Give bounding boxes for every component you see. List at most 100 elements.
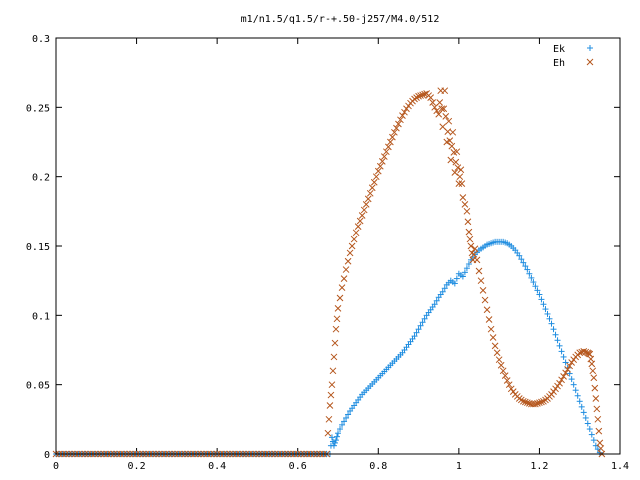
eh-point xyxy=(376,162,384,170)
y-tick-label: 0.3 xyxy=(32,34,50,45)
ek-point xyxy=(538,296,545,303)
eh-point xyxy=(595,427,603,435)
eh-point xyxy=(596,439,604,447)
eh-point xyxy=(449,128,457,136)
ek-point xyxy=(556,342,563,349)
ek-point xyxy=(576,398,583,405)
eh-point xyxy=(483,306,491,314)
eh-point xyxy=(564,366,571,373)
ek-point xyxy=(441,285,448,292)
y-tick-label: 0 xyxy=(44,450,50,461)
ek-point xyxy=(330,442,337,449)
ek-point xyxy=(534,287,541,294)
ek-point xyxy=(419,319,426,326)
eh-point xyxy=(397,116,404,124)
eh-point xyxy=(435,110,443,118)
eh-point xyxy=(448,142,456,150)
plot-area-border xyxy=(55,37,621,455)
ek-point xyxy=(542,306,549,313)
eh-point xyxy=(385,143,392,151)
eh-point xyxy=(334,305,342,312)
ek-point xyxy=(572,387,579,394)
legend-label-ek: Ek xyxy=(553,44,565,55)
eh-point xyxy=(324,429,332,437)
ek-point xyxy=(528,274,535,281)
x-tick-label: 0.6 xyxy=(289,461,307,472)
eh-point xyxy=(342,266,350,273)
legend-marker-ek-glyph xyxy=(587,45,593,51)
eh-point xyxy=(445,117,453,125)
legend-marker-ek xyxy=(587,45,593,51)
ek-point xyxy=(526,270,533,277)
ek-point xyxy=(337,426,344,433)
ek-point xyxy=(558,348,565,355)
eh-point xyxy=(503,377,511,384)
ek-point xyxy=(568,376,575,383)
eh-point xyxy=(336,294,344,302)
eh-point xyxy=(415,92,422,100)
ek-point xyxy=(532,283,539,290)
eh-point xyxy=(475,267,483,275)
eh-point xyxy=(495,356,503,364)
eh-point xyxy=(570,356,578,364)
ek-point xyxy=(343,414,350,421)
x-tick-label: 0.2 xyxy=(128,461,146,472)
eh-point xyxy=(348,242,356,250)
x-tick-label: 0.4 xyxy=(208,461,226,472)
ek-point xyxy=(590,437,597,444)
ek-point xyxy=(433,297,440,304)
eh-point xyxy=(454,164,462,172)
eh-point xyxy=(457,166,465,174)
eh-point xyxy=(405,102,412,110)
ek-point xyxy=(439,288,446,295)
x-tick-label: 1.4 xyxy=(611,461,629,472)
eh-point xyxy=(485,316,493,323)
eh-point xyxy=(328,381,336,389)
eh-point xyxy=(332,325,340,333)
eh-point xyxy=(507,385,515,393)
eh-point xyxy=(374,167,382,175)
eh-point xyxy=(463,207,471,215)
ek-point xyxy=(546,315,553,322)
eh-point xyxy=(330,353,338,361)
ek-point xyxy=(333,433,340,440)
eh-point xyxy=(419,91,426,99)
eh-point xyxy=(452,158,460,166)
x-tick-label: 1 xyxy=(456,461,462,472)
ek-point xyxy=(413,329,420,336)
eh-point xyxy=(576,349,584,357)
eh-point xyxy=(340,275,348,282)
eh-point xyxy=(459,194,467,201)
eh-point xyxy=(362,201,370,208)
eh-point xyxy=(558,376,565,384)
eh-point xyxy=(592,395,600,402)
ek-point xyxy=(578,403,585,410)
eh-point xyxy=(451,169,459,176)
ek-point xyxy=(554,337,561,344)
eh-point xyxy=(327,391,335,399)
y-tick-label: 0.05 xyxy=(26,381,50,392)
eh-point xyxy=(358,212,366,219)
eh-point xyxy=(387,138,394,146)
eh-point xyxy=(580,348,588,355)
eh-point xyxy=(391,128,398,136)
ek-point xyxy=(339,421,346,428)
eh-point xyxy=(440,105,448,113)
eh-point xyxy=(534,400,541,407)
eh-point xyxy=(458,180,466,187)
eh-point xyxy=(442,112,450,120)
y-tick-label: 0.25 xyxy=(26,103,50,114)
ek-point xyxy=(584,420,591,427)
eh-point xyxy=(464,218,472,226)
ek-point xyxy=(328,434,335,441)
ek-point xyxy=(459,273,466,280)
eh-point xyxy=(352,229,360,237)
eh-point xyxy=(356,217,364,225)
ek-point xyxy=(335,430,341,437)
eh-point xyxy=(521,398,529,406)
eh-point xyxy=(519,397,527,405)
ek-point xyxy=(465,261,472,268)
ek-point xyxy=(586,426,593,433)
eh-point xyxy=(368,184,376,192)
